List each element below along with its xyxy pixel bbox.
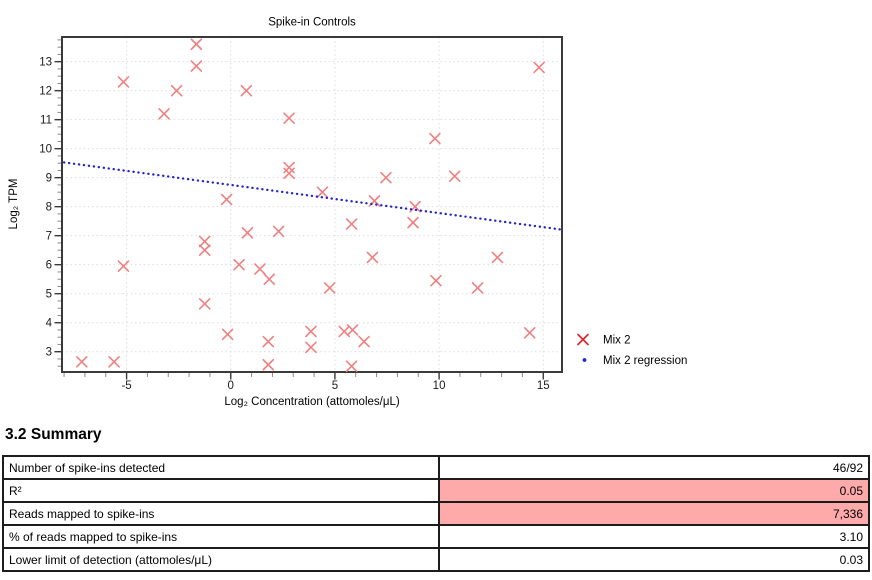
data-point-marker: [358, 335, 370, 348]
data-point-marker: [491, 251, 504, 264]
data-point-marker: [198, 244, 211, 256]
data-point-marker: [75, 356, 88, 368]
data-point-marker: [262, 335, 275, 348]
x-tick-label: -5: [121, 380, 131, 392]
data-point-marker: [283, 161, 295, 174]
y-tick-label: 5: [46, 289, 52, 301]
x-tick-label: 15: [537, 380, 550, 392]
x-axis: -5 0 5 10 15: [63, 372, 550, 392]
row-label: Lower limit of detection (attomoles/μL): [1, 547, 441, 572]
row-label: Number of spike-ins detected: [1, 455, 441, 480]
table-row: Reads mapped to spike-ins 7,336: [1, 501, 870, 526]
data-point-marker: [241, 226, 254, 239]
data-point-marker: [407, 216, 419, 229]
table-row: Lower limit of detection (attomoles/μL) 0…: [1, 547, 870, 572]
y-tick-label: 11: [40, 115, 52, 127]
data-point-marker: [316, 186, 329, 198]
y-tick-label: 12: [39, 86, 52, 98]
data-point-marker: [577, 333, 589, 346]
x-tick-label: 0: [228, 380, 234, 392]
data-point-marker: [220, 193, 233, 206]
y-tick-label: 4: [46, 318, 53, 330]
data-point-marker: [198, 298, 211, 310]
data-point-marker: [221, 328, 234, 341]
y-axis-label: Log₂ TPM: [8, 179, 20, 230]
data-point-marker: [305, 341, 317, 354]
table-row: R² 0.05: [1, 478, 870, 503]
data-point-marker: [117, 76, 130, 88]
data-point-marker: [254, 263, 266, 275]
y-tick-label: 10: [39, 144, 52, 156]
data-point-marker: [283, 112, 295, 125]
data-point-marker: [346, 324, 359, 336]
data-point-marker: [170, 84, 183, 97]
data-point-marker: [305, 325, 317, 338]
data-point-marker: [345, 218, 358, 230]
row-value: 0.03: [438, 547, 870, 572]
row-label: R²: [1, 478, 441, 503]
data-point-marker: [448, 170, 461, 183]
summary-table: Number of spike-ins detected 46/92 R² 0.05 R…: [1, 455, 870, 572]
table-row: % of reads mapped to spike-ins 3.10: [1, 524, 870, 549]
legend: Mix 2 Mix 2 regression: [577, 333, 687, 367]
data-point-marker: [158, 108, 170, 120]
data-point-marker: [430, 274, 442, 287]
row-value: 46/92: [438, 455, 870, 480]
legend-label-mix2-regression: Mix 2 regression: [603, 355, 687, 367]
data-point-marker: [263, 273, 276, 285]
data-point-marker: [323, 282, 336, 294]
data-point-marker: [117, 260, 130, 272]
data-point-marker: [380, 171, 392, 184]
y-tick-label: 3: [46, 347, 52, 359]
legend-label-mix2: Mix 2: [603, 335, 630, 347]
grid: [62, 37, 562, 372]
data-points: [75, 38, 545, 372]
y-tick-label: 13: [39, 57, 52, 69]
row-label: Reads mapped to spike-ins: [1, 501, 441, 526]
data-point-marker: [429, 132, 441, 145]
data-point-marker: [240, 84, 253, 97]
row-value: 0.05: [438, 478, 870, 503]
y-axis: 3 4 5 6 7 8 9 10 11 12 13: [39, 39, 62, 367]
data-point-marker: [272, 225, 285, 238]
data-point-marker: [283, 167, 295, 180]
table-row: Number of spike-ins detected 46/92: [1, 455, 870, 480]
x-tick-label: 5: [332, 380, 338, 392]
data-point-marker: [523, 327, 536, 339]
chart-title: Spike-in Controls: [268, 17, 356, 29]
data-point-marker: [108, 356, 120, 368]
data-point-marker: [366, 251, 379, 264]
y-tick-label: 6: [46, 260, 52, 272]
data-point-marker: [190, 38, 203, 51]
y-tick-label: 8: [46, 202, 52, 214]
summary-heading: 3.2 Summary: [5, 426, 102, 443]
x-axis-label: Log₂ Concentration (attomoles/μL): [224, 396, 400, 408]
y-tick-label: 7: [46, 231, 52, 243]
data-point-marker: [471, 282, 484, 294]
data-point-marker: [345, 360, 358, 372]
data-point-marker: [198, 235, 211, 248]
regression-line: [62, 161, 564, 231]
data-point-marker: [190, 60, 203, 72]
data-point-marker: [262, 358, 275, 371]
legend-regression-dot-icon: [582, 358, 587, 362]
row-value: 3.10: [438, 524, 870, 549]
plot-border: [61, 36, 563, 373]
scatter-plot: -5 0 5 10 15 3 4 5 6 7 8 9 10 11 12 13 Spike-in Controls…: [8, 17, 687, 409]
row-value: 7,336: [438, 501, 870, 526]
x-tick-label: 10: [433, 380, 446, 392]
data-point-marker: [533, 61, 545, 74]
data-point-marker: [233, 258, 245, 271]
y-tick-label: 9: [46, 173, 52, 185]
row-label: % of reads mapped to spike-ins: [1, 524, 441, 549]
summary-section: 3.2 Summary Number of spike-ins detected…: [1, 426, 870, 572]
